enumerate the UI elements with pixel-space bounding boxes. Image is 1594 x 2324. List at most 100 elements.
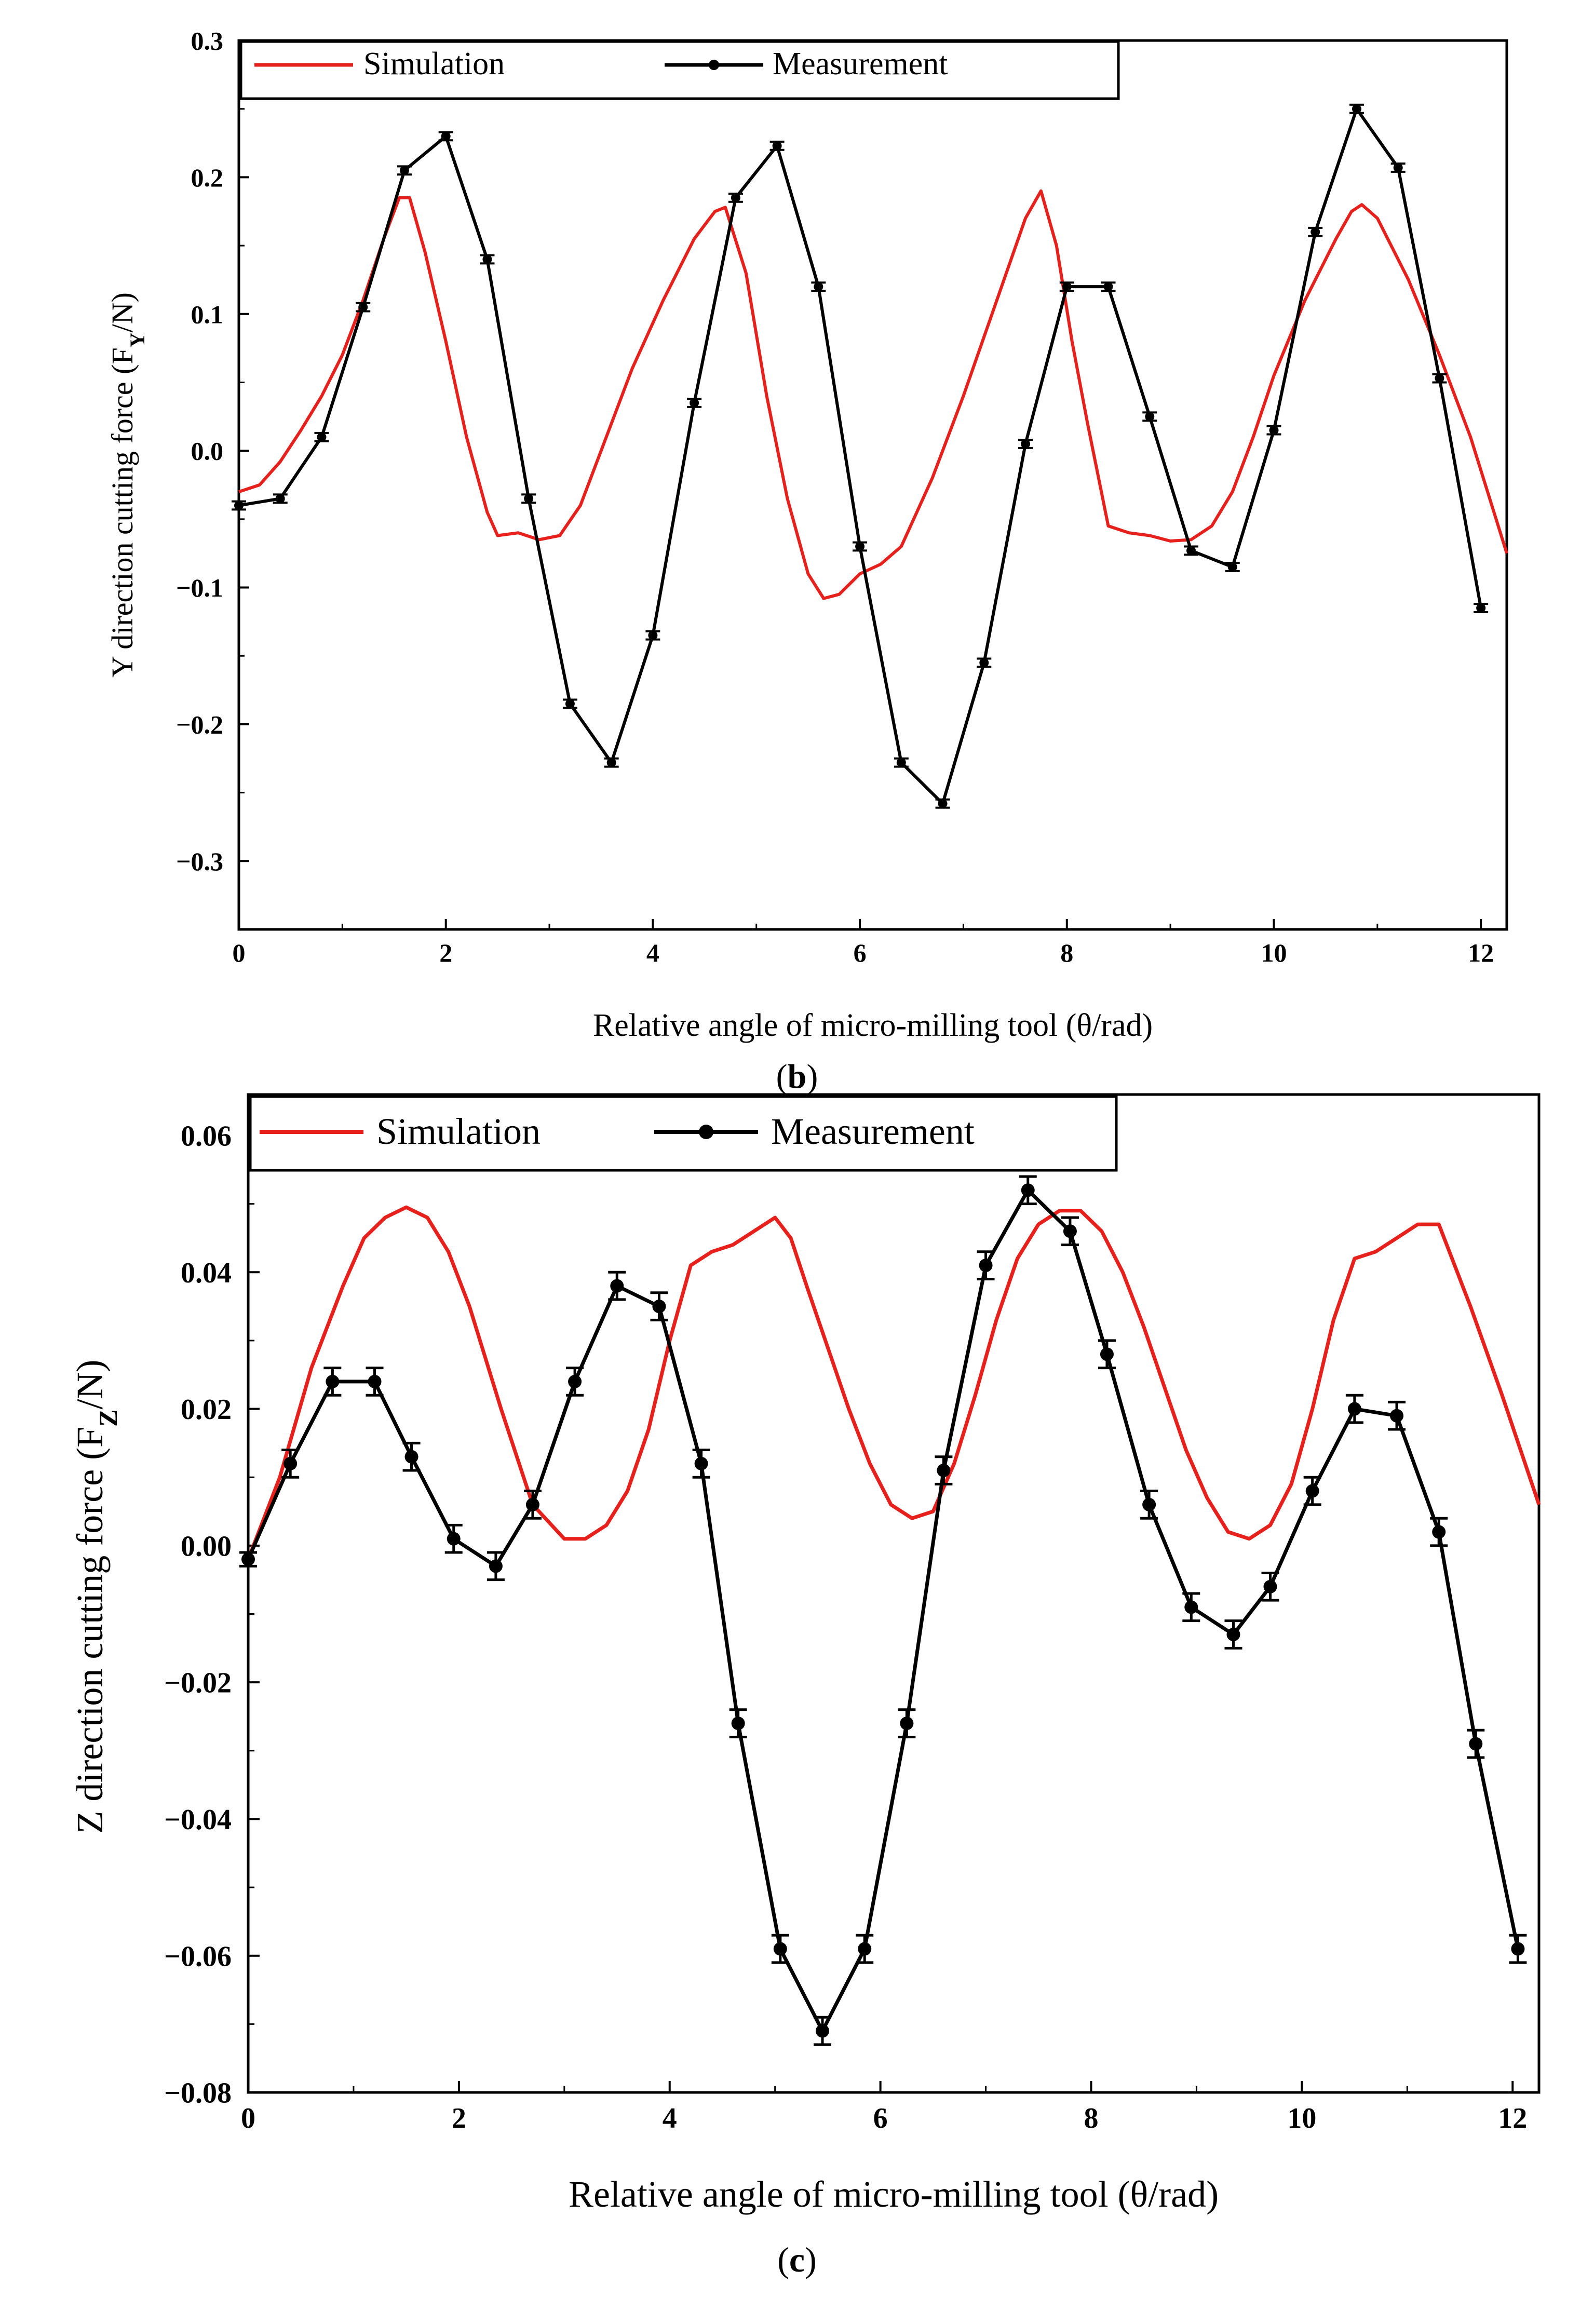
- x-axis-b: 0 2 4 6 8 10 12: [233, 919, 1494, 967]
- measurement-point-c-5: [447, 1532, 461, 1546]
- y-tick-label-c-2: −0.04: [164, 1804, 232, 1836]
- measurement-point-c-11: [694, 1456, 708, 1470]
- measurement-point-b-29: [1435, 373, 1444, 383]
- measurement-point-c-2: [326, 1374, 340, 1388]
- y-tick-label-c-3: −0.02: [164, 1667, 232, 1699]
- measurement-point-c-16: [900, 1717, 914, 1731]
- measurement-point-b-11: [690, 398, 699, 408]
- legend-meas-marker-b: [709, 60, 719, 70]
- measurement-point-c-4: [404, 1450, 418, 1464]
- x-tick-label-c-3: 6: [873, 2102, 888, 2134]
- measurement-point-c-21: [1100, 1347, 1114, 1361]
- x-tick-label-b-1: 2: [439, 938, 452, 967]
- panel-label-letter-c: c: [789, 2240, 805, 2279]
- measurement-point-c-3: [368, 1374, 382, 1388]
- y-tick-label-b-4: 0.1: [191, 300, 224, 329]
- y-axis-label-sub-b: Y: [126, 332, 149, 347]
- measurement-point-b-12: [731, 193, 740, 202]
- measurement-point-c-7: [525, 1497, 539, 1511]
- y-tick-label-c-1: −0.06: [164, 1940, 232, 1972]
- measurement-point-b-4: [399, 166, 409, 175]
- y-axis-label-b: Y direction cutting force (FY/N): [105, 292, 149, 678]
- measurement-point-b-8: [565, 699, 575, 709]
- measurement-point-c-12: [731, 1717, 745, 1731]
- measurement-point-c-0: [241, 1552, 255, 1566]
- x-tick-label-b-6: 12: [1468, 938, 1494, 967]
- measurement-point-b-5: [441, 131, 451, 141]
- measurement-point-c-26: [1305, 1484, 1319, 1498]
- chart-panel-b: 0 2 4 6 8 10 12 −0.3 −0.2 −0.1 0.0 0.1 0.2 0.3 Y dir…: [105, 26, 1508, 1096]
- measurement-point-c-27: [1347, 1402, 1361, 1416]
- y-tick-label-b-5: 0.2: [191, 163, 224, 192]
- x-axis-label-c: Relative angle of micro-milling tool (θ/…: [569, 2173, 1219, 2215]
- measurement-point-c-6: [489, 1559, 503, 1573]
- legend-c: Simulation Measurement: [249, 1095, 1118, 1172]
- measurement-point-b-25: [1269, 425, 1279, 435]
- x-tick-label-b-2: 4: [646, 938, 659, 967]
- measurement-point-b-18: [979, 658, 989, 668]
- x-tick-label-b-4: 8: [1060, 938, 1073, 967]
- chart-panel-c: 0 2 4 6 8 10 12 −0.08 −0.06 −0.04 −0.02 0.00 0.02 0.…: [69, 1093, 1541, 2279]
- y-tick-label-c-5: 0.02: [181, 1394, 232, 1426]
- panel-label-c: (c): [777, 2240, 817, 2279]
- legend-sim-label-b: Simulation: [363, 46, 505, 82]
- legend-meas-label-b: Measurement: [773, 46, 948, 82]
- measurement-point-b-26: [1311, 227, 1320, 237]
- measurement-point-c-15: [858, 1942, 872, 1956]
- measurement-point-b-9: [606, 758, 616, 767]
- measurement-point-c-22: [1142, 1497, 1156, 1511]
- y-tick-label-b-6: 0.3: [191, 26, 224, 56]
- legend-sim-label-c: Simulation: [376, 1111, 541, 1152]
- measurement-line-c: [246, 1188, 1520, 2033]
- measurement-point-c-30: [1469, 1737, 1483, 1751]
- measurement-point-c-9: [610, 1279, 624, 1293]
- y-tick-label-c-4: 0.00: [181, 1530, 232, 1562]
- series-layer-c: [239, 1175, 1541, 2046]
- x-tick-label-b-3: 6: [854, 938, 867, 967]
- y-axis-label-main-b: Y direction cutting force (F: [105, 347, 139, 678]
- y-tick-label-b-1: −0.2: [176, 710, 223, 739]
- panel-label-b: (b): [776, 1058, 818, 1096]
- measurement-point-b-6: [482, 254, 492, 264]
- x-tick-label-c-1: 2: [452, 2102, 466, 2134]
- legend-box-b: [239, 40, 1120, 100]
- measurement-point-b-13: [772, 141, 782, 151]
- measurement-point-b-7: [524, 494, 534, 504]
- measurement-point-c-23: [1184, 1600, 1198, 1614]
- y-tick-label-c-7: 0.06: [181, 1120, 232, 1153]
- x-tick-label-b-0: 0: [233, 938, 246, 967]
- y-axis-c: −0.08 −0.06 −0.04 −0.02 0.00 0.02 0.04 0.06: [164, 1120, 260, 2110]
- legend-meas-marker-c: [699, 1125, 713, 1139]
- x-tick-label-b-5: 10: [1261, 938, 1287, 967]
- x-tick-label-c-5: 10: [1287, 2102, 1316, 2134]
- y-tick-label-c-0: −0.08: [164, 2077, 232, 2110]
- measurement-point-b-22: [1145, 412, 1155, 422]
- x-tick-label-c-2: 4: [663, 2102, 677, 2134]
- measurement-point-c-18: [979, 1259, 993, 1273]
- measurement-point-b-2: [317, 432, 327, 442]
- measurement-point-b-0: [234, 501, 244, 510]
- y-axis-label-sub-c: Z: [93, 1409, 123, 1426]
- measurement-point-b-15: [855, 542, 865, 551]
- measurement-point-b-23: [1186, 546, 1196, 556]
- x-axis-c: 0 2 4 6 8 10 12: [241, 2081, 1527, 2134]
- x-tick-label-c-0: 0: [241, 2102, 255, 2134]
- measurement-point-b-10: [648, 630, 658, 640]
- measurement-point-c-1: [283, 1456, 298, 1470]
- measurement-point-b-17: [938, 799, 948, 808]
- x-axis-label-b: Relative angle of micro-milling tool (θ/…: [593, 1008, 1153, 1043]
- measurement-point-c-10: [652, 1300, 666, 1314]
- measurement-point-c-14: [816, 2024, 830, 2038]
- series-layer-b: [232, 103, 1508, 809]
- measurement-point-b-20: [1062, 282, 1072, 292]
- y-axis-label-c: Z direction cutting force (FZ/N): [69, 1359, 123, 1833]
- measurement-point-b-19: [1021, 439, 1031, 449]
- measurement-point-b-14: [814, 282, 823, 292]
- y-axis-label-main-c: Z direction cutting force (F: [69, 1427, 111, 1834]
- measurement-point-c-28: [1390, 1409, 1404, 1423]
- measurement-point-c-13: [773, 1942, 787, 1956]
- measurement-point-b-3: [358, 302, 368, 312]
- measurement-point-b-27: [1352, 104, 1361, 114]
- simulation-line-c: [246, 1205, 1541, 1560]
